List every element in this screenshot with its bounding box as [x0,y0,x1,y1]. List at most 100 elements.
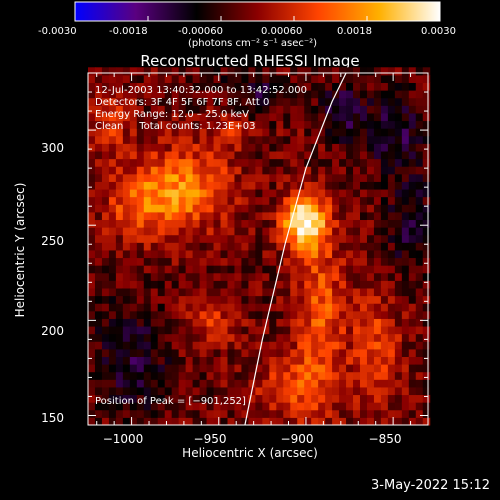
heatmap-cell [192,219,201,228]
heatmap-cell [213,379,222,388]
heatmap-cell [115,341,124,350]
heatmap-cell [171,135,180,144]
heatmap-cell [255,67,263,76]
heatmap-cell [227,402,235,411]
heatmap-cell [157,409,166,418]
heatmap-cell [234,219,242,228]
heatmap-cell [185,128,194,137]
heatmap-cell [157,394,166,403]
heatmap-cell [248,128,256,137]
heatmap-cell [241,280,249,289]
heatmap-cell [290,135,298,144]
heatmap-cell [115,204,124,213]
heatmap-cell [408,82,417,91]
heatmap-cell [318,356,326,365]
heatmap-cell [94,234,103,243]
heatmap-cell [262,135,270,144]
heatmap-cell [325,272,333,281]
heatmap-cell [241,234,249,243]
heatmap-cell [353,227,361,236]
heatmap-cell [353,97,361,106]
heatmap-cell [318,181,326,190]
heatmap-cell [360,128,368,137]
heatmap-cell [199,272,208,281]
heatmap-cell [269,402,277,411]
heatmap-cell [143,257,152,266]
heatmap-cell [241,272,249,281]
heatmap-cell [192,143,201,152]
heatmap-cell [88,402,96,411]
heatmap-cell [171,90,180,99]
heatmap-cell [353,379,361,388]
heatmap-cell [353,272,361,281]
heatmap-cell [94,249,103,259]
heatmap-cell [255,181,263,190]
heatmap-cell [262,386,270,396]
heatmap-cell [206,234,215,243]
heatmap-cell [304,303,312,312]
heatmap-cell [401,242,410,251]
heatmap-cell [380,227,389,236]
heatmap-cell [325,234,333,243]
heatmap-cell [380,310,389,319]
heatmap-cell [332,227,340,236]
heatmap-cell [283,90,291,99]
heatmap-cell [136,105,145,114]
heatmap-cell [255,189,263,198]
heatmap-cell [164,371,173,380]
heatmap-cell [373,417,382,426]
heatmap-cell [394,128,403,137]
heatmap-cell [88,310,96,319]
heatmap-cell [346,265,354,274]
heatmap-cell [234,326,242,335]
heatmap-cell [366,166,375,175]
heatmap-cell [178,120,187,129]
heatmap-cell [290,257,298,266]
heatmap-cell [373,234,382,243]
heatmap-cell [199,82,208,91]
heatmap-cell [283,272,291,281]
heatmap-cell [353,112,361,122]
heatmap-cell [332,74,340,84]
heatmap-cell [353,341,361,350]
heatmap-cell [262,272,270,281]
heatmap-cell [311,280,319,289]
heatmap-cell [234,318,242,327]
heatmap-cell [199,112,208,122]
heatmap-cell [143,402,152,411]
heatmap-cell [101,417,110,426]
heatmap-cell [171,181,180,190]
heatmap-cell [115,151,124,160]
heatmap-cell [346,394,354,403]
heatmap-cell [387,219,396,228]
heatmap-cell [262,219,270,228]
heatmap-cell [129,272,138,281]
heatmap-cell [262,128,270,137]
heatmap-cell [304,394,312,403]
heatmap-cell [366,348,375,357]
heatmap-cell [255,333,263,342]
heatmap-cell [325,82,333,91]
colorbar-tick-label: 0.0018 [337,26,372,37]
heatmap-cell [297,265,305,274]
heatmap-cell [380,204,389,213]
heatmap-cell [360,97,368,106]
heatmap-cell [339,371,347,380]
heatmap-cell [150,249,159,259]
heatmap-cell [185,158,194,167]
heatmap-cell [88,234,96,243]
heatmap-cell [311,196,319,205]
heatmap-cell [227,120,235,129]
heatmap-cell [360,326,368,335]
heatmap-cell [318,74,326,84]
heatmap-cell [311,303,319,312]
heatmap-cell [213,402,222,411]
heatmap-cell [318,151,326,160]
heatmap-cell [401,333,410,342]
heatmap-cell [401,67,410,76]
heatmap-cell [318,196,326,205]
heatmap-cell [234,90,242,99]
heatmap-cell [283,128,291,137]
heatmap-cell [283,249,291,259]
heatmap-cell [241,326,249,335]
